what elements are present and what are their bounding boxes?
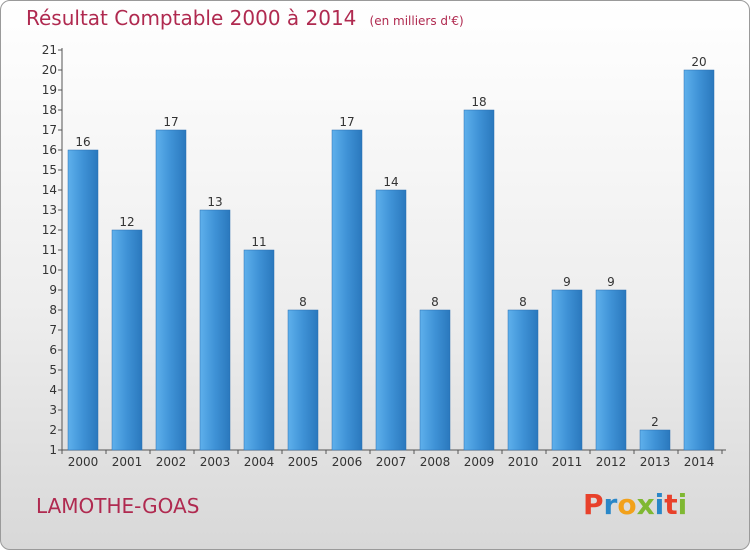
data-label-2012: 9 [607, 275, 615, 289]
bar-2014 [683, 69, 715, 451]
x-tick-label-2006: 2006 [332, 455, 363, 469]
x-tick-label-2000: 2000 [68, 455, 99, 469]
x-tick-label-2008: 2008 [420, 455, 451, 469]
logo-letter: r [603, 488, 618, 521]
chart-labels: 16 2000 12 2001 17 2002 13 2003 11 2004 8 2005 17 200… [68, 55, 715, 469]
x-tick-label-2004: 2004 [244, 455, 275, 469]
x-tick-label-2010: 2010 [508, 455, 539, 469]
y-tick-label: 6 [49, 343, 57, 357]
data-label-2000: 16 [75, 135, 90, 149]
data-label-2008: 8 [431, 295, 439, 309]
bar-2013 [639, 429, 671, 451]
data-label-2014: 20 [691, 55, 706, 69]
x-tick-label-2001: 2001 [112, 455, 143, 469]
data-label-2007: 14 [383, 175, 398, 189]
data-label-2005: 8 [299, 295, 307, 309]
proxiti-logo[interactable]: Proxiti [583, 488, 687, 521]
chart-subtitle: (en milliers d'€) [369, 14, 464, 28]
bar-2006 [331, 129, 363, 451]
logo-letter: o [617, 488, 637, 521]
y-tick-label: 17 [42, 123, 57, 137]
y-tick-label: 13 [42, 203, 57, 217]
chart-title: Résultat Comptable 2000 à 2014 [26, 6, 357, 30]
y-tick-label: 1 [49, 443, 57, 457]
x-tick-label-2007: 2007 [376, 455, 407, 469]
data-label-2004: 11 [251, 235, 266, 249]
bar-2007 [375, 189, 407, 451]
bar-2000 [67, 149, 99, 451]
town-name: LAMOTHE-GOAS [36, 494, 200, 518]
data-label-2013: 2 [651, 415, 659, 429]
y-tick-label: 18 [42, 103, 57, 117]
data-label-2011: 9 [563, 275, 571, 289]
logo-letter: i [654, 488, 665, 521]
logo-letter: t [664, 488, 678, 521]
bar-2009 [463, 109, 495, 451]
y-tick-label: 2 [49, 423, 57, 437]
chart-title-block: Résultat Comptable 2000 à 2014 (en milli… [26, 6, 464, 30]
y-tick-label: 16 [42, 143, 57, 157]
y-tick-label: 5 [49, 363, 57, 377]
x-tick-label-2009: 2009 [464, 455, 495, 469]
x-tick-label-2003: 2003 [200, 455, 231, 469]
y-tick-label: 7 [49, 323, 57, 337]
y-tick-label: 20 [42, 63, 57, 77]
y-tick-label: 10 [42, 263, 57, 277]
bar-2005 [287, 309, 319, 451]
x-tick-label-2011: 2011 [552, 455, 583, 469]
y-tick-label: 11 [42, 243, 57, 257]
y-tick-label: 15 [42, 163, 57, 177]
logo-letter: i [677, 488, 688, 521]
data-label-2002: 17 [163, 115, 178, 129]
data-label-2010: 8 [519, 295, 527, 309]
logo-letter: x [636, 488, 655, 521]
x-tick-label-2012: 2012 [596, 455, 627, 469]
y-tick-label: 8 [49, 303, 57, 317]
y-tick-label: 21 [42, 43, 57, 57]
bar-2001 [111, 229, 143, 451]
x-tick-label-2013: 2013 [640, 455, 671, 469]
bar-2002 [155, 129, 187, 451]
bar-2011 [551, 289, 583, 451]
x-tick-label-2002: 2002 [156, 455, 187, 469]
chart-bars [67, 69, 715, 451]
bar-2010 [507, 309, 539, 451]
bar-2004 [243, 249, 275, 451]
logo-letter: P [583, 488, 604, 521]
data-label-2001: 12 [119, 215, 134, 229]
bar-2008 [419, 309, 451, 451]
bar-2012 [595, 289, 627, 451]
x-tick-label-2014: 2014 [684, 455, 715, 469]
y-tick-label: 3 [49, 403, 57, 417]
y-tick-label: 14 [42, 183, 57, 197]
y-tick-label: 19 [42, 83, 57, 97]
y-tick-label: 4 [49, 383, 57, 397]
x-tick-label-2005: 2005 [288, 455, 319, 469]
y-tick-label: 12 [42, 223, 57, 237]
data-label-2009: 18 [471, 95, 486, 109]
data-label-2006: 17 [339, 115, 354, 129]
bar-2003 [199, 209, 231, 451]
y-tick-label: 9 [49, 283, 57, 297]
data-label-2003: 13 [207, 195, 222, 209]
